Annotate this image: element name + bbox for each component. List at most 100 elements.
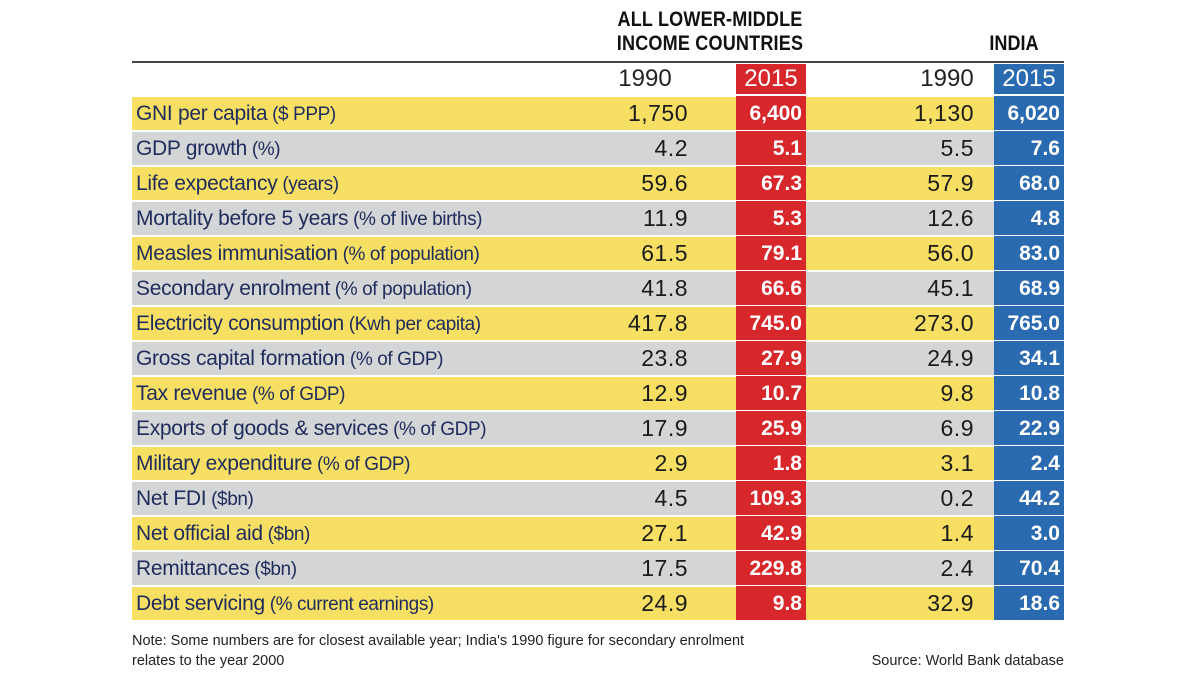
row-divider [132,375,1064,376]
value-india-1990: 24.9 [927,345,974,371]
indicator-unit: ($ PPP) [267,104,336,125]
source-credit: Source: World Bank database [871,653,1064,669]
indicator-unit: (% of live births) [348,209,483,230]
row-divider [132,550,1064,551]
table-row: Secondary enrolment (% of population) 41.… [132,271,1064,306]
value-india-1990: 45.1 [927,275,974,301]
row-label: Net official aid ($bn) [136,517,310,550]
indicator-name: Gross capital formation [136,347,346,370]
row-background [132,517,1064,550]
row-label: Mortality before 5 years (% of live birt… [136,202,483,235]
value-india-1990: 1.4 [940,520,974,546]
indicator-name: Exports of goods & services [136,417,389,440]
value-lmic-1990: 61.5 [641,240,688,266]
table-row: Debt servicing (% current earnings) 24.9 9… [132,586,1064,621]
value-india-1990: 57.9 [927,170,974,196]
value-india-2015: 3.0 [994,516,1064,551]
value-lmic-1990: 27.1 [641,520,688,546]
value-india-2015: 22.9 [994,411,1064,446]
value-india-2015: 7.6 [994,131,1064,166]
row-background [132,552,1064,585]
indicator-name: Tax revenue [136,382,248,405]
value-india-1990: 32.9 [927,590,974,616]
value-lmic-2015: 745.0 [736,306,806,341]
value-india-1990: 0.2 [940,485,974,511]
indicator-unit: (%) [247,139,281,160]
comparison-table: ALL LOWER-MIDDLE INCOME COUNTRIES INDIA … [132,0,1072,621]
indicator-name: Mortality before 5 years [136,207,349,230]
row-divider [132,270,1064,271]
year-header-lmic-2015: 2015 [736,64,806,94]
indicator-unit: (% current earnings) [264,594,435,615]
value-lmic-2015: 9.8 [736,586,806,621]
value-india-1990: 12.6 [927,205,974,231]
row-divider [132,585,1064,586]
row-label: Remittances ($bn) [136,552,297,585]
value-india-2015: 6,020 [994,96,1064,131]
row-divider [132,620,1064,621]
value-lmic-1990: 1,750 [627,100,688,126]
indicator-name: Measles immunisation [136,242,338,265]
year-header-india-2015: 2015 [994,64,1064,94]
row-label: Gross capital formation (% of GDP) [136,342,443,375]
indicator-name: Remittances [136,557,250,580]
indicator-name: GDP growth [136,137,247,160]
value-india-2015: 70.4 [994,551,1064,586]
row-label: Military expenditure (% of GDP) [136,447,411,480]
table-row: Tax revenue (% of GDP) 12.9 10.7 9.8 10.8 [132,376,1064,411]
row-background [132,447,1064,480]
row-label: GNI per capita ($ PPP) [136,97,336,130]
row-label: Tax revenue (% of GDP) [136,377,346,410]
table-row: Remittances ($bn) 17.5 229.8 2.4 70.4 [132,551,1064,586]
value-lmic-1990: 4.2 [654,135,688,161]
value-india-2015: 83.0 [994,236,1064,271]
value-lmic-2015: 25.9 [736,411,806,446]
table-row: Electricity consumption (Kwh per capita)… [132,306,1064,341]
indicator-unit: (% of GDP) [247,384,346,405]
value-india-2015: 10.8 [994,376,1064,411]
indicator-name: Secondary enrolment [136,277,330,300]
row-background [132,377,1064,410]
table-header: ALL LOWER-MIDDLE INCOME COUNTRIES INDIA [132,0,1072,63]
value-lmic-1990: 4.5 [654,485,688,511]
table-row: Net official aid ($bn) 27.1 42.9 1.4 3.0 [132,516,1064,551]
row-background [132,482,1064,515]
table-row: Mortality before 5 years (% of live birt… [132,201,1064,236]
table-row: Net FDI ($bn) 4.5 109.3 0.2 44.2 [132,481,1064,516]
row-divider [132,165,1064,166]
table-body: GNI per capita ($ PPP) 1,750 6,400 1,130 6,0… [132,96,1072,621]
indicator-name: Net official aid [136,522,263,545]
indicator-unit: (Kwh per capita) [343,314,481,335]
table-row: GDP growth (%) 4.2 5.1 5.5 7.6 [132,131,1064,166]
value-lmic-1990: 41.8 [641,275,688,301]
table-row: Measles immunisation (% of population) 61… [132,236,1064,271]
group-header-line2: INCOME COUNTRIES [616,32,804,55]
indicator-unit: ($bn) [262,524,311,545]
year-header-india-1990: 1990 [920,65,974,92]
value-lmic-2015: 10.7 [736,376,806,411]
value-india-1990: 2.4 [940,555,974,581]
row-label: Measles immunisation (% of population) [136,237,480,270]
row-background [132,587,1064,620]
value-lmic-2015: 5.1 [736,131,806,166]
value-lmic-1990: 12.9 [641,380,688,406]
value-india-1990: 56.0 [927,240,974,266]
indicator-unit: (% of GDP) [345,349,444,370]
indicator-name: Electricity consumption [136,312,344,335]
group-header-india: INDIA [989,32,1039,55]
value-india-2015: 4.8 [994,201,1064,236]
value-india-2015: 44.2 [994,481,1064,516]
indicator-unit: (% of population) [337,244,480,265]
indicator-name: GNI per capita [136,102,268,125]
row-background [132,307,1064,340]
value-lmic-2015: 1.8 [736,446,806,481]
row-label: Secondary enrolment (% of population) [136,272,472,305]
value-india-2015: 34.1 [994,341,1064,376]
row-divider [132,305,1064,306]
value-india-2015: 68.9 [994,271,1064,306]
indicator-unit: (years) [277,174,339,195]
value-india-1990: 3.1 [940,450,974,476]
row-divider [132,410,1064,411]
row-label: Life expectancy (years) [136,167,339,200]
table-row: Life expectancy (years) 59.6 67.3 57.9 68.0 [132,166,1064,201]
